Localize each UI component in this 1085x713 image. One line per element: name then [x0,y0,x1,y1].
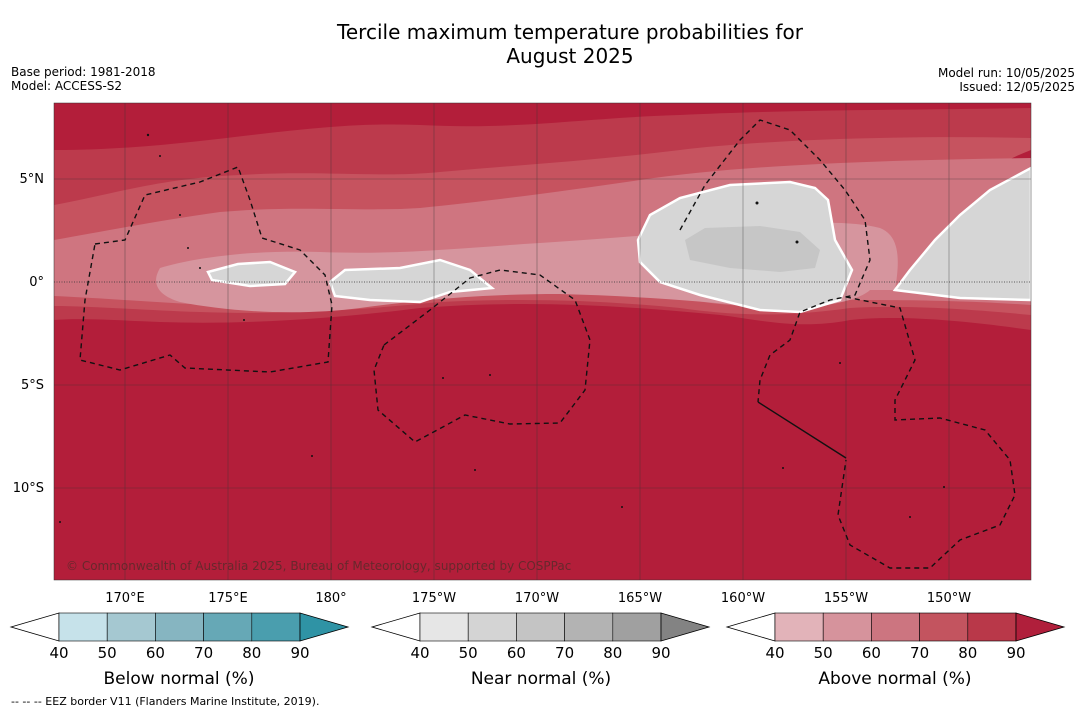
run-info: Model run: 10/05/2025 Issued: 12/05/2025 [938,66,1075,94]
colorbar-tick-label: 50 [459,644,478,662]
colorbar-cell [58,612,108,642]
colorbar-extension-high [660,612,711,642]
colorbar-extension-low [9,612,60,642]
colorbar-cell [106,612,156,642]
colorbar-cell [822,612,872,642]
colorbar-tick-label: 40 [765,644,784,662]
colorbar-cell [612,612,662,642]
eez-footnote: -- -- -- EEZ border V11 (Flanders Marine… [11,695,320,708]
lon-label: 175°W [412,591,456,606]
region-near-normal-3-core [685,226,820,272]
map-frame [53,102,1032,581]
colorbar-extension-high [299,612,350,642]
colorbar-title: Below normal (%) [104,669,255,689]
eez-border-segment [757,401,847,459]
colorbar-cell [516,612,565,642]
colorbar-tick-label: 70 [555,644,574,662]
colorbar-below-normal: 40 50 60 70 80 90 Below normal (%) [9,612,350,689]
model-run-text: Model run: 10/05/2025 [937,66,1075,80]
colorbar-above-normal: 40 50 60 70 80 90 Above normal (%) [725,612,1066,689]
lat-label: 10°S [13,481,44,496]
colorbar-cell [967,612,1017,642]
lon-label: 180° [315,591,346,606]
colorbar-extension-high [1015,612,1066,642]
colorbar-tick-label: 50 [814,644,833,662]
colorbar-extension-low [725,612,776,642]
colorbar-title: Near normal (%) [471,669,611,689]
colorbar-cells [725,612,1066,642]
colorbar-ticks: 40 50 60 70 80 90 [410,644,670,662]
latitude-labels: 5°N 0° 5°S 10°S [13,172,44,496]
region-near-normal-1 [206,260,298,288]
region-near-normal-2 [328,258,496,304]
lon-label: 170°W [515,591,559,606]
region-near-normal-4 [892,166,1031,302]
colorbar-cell [155,612,204,642]
title-line-2: August 2025 [506,44,634,68]
colorbar-cell [419,612,469,642]
colorbar-cell [467,612,517,642]
colorbar-tick-label: 60 [146,644,165,662]
colorbar-title: Above normal (%) [818,669,971,689]
colorbar-tick-label: 90 [651,644,670,662]
colorbar-ticks: 40 50 60 70 80 90 [49,644,309,662]
longitude-labels: 170°E 175°E 180° 175°W 170°W 165°W 160°W… [105,591,971,606]
map-title: Tercile maximum temperature probabilitie… [0,20,1085,68]
colorbar-tick-label: 70 [910,644,929,662]
title-line-1: Tercile maximum temperature probabilitie… [337,20,803,44]
colorbar-cell [203,612,253,642]
colorbar-tick-label: 50 [98,644,117,662]
lon-label: 165°W [618,591,662,606]
colorbar-cell [774,612,824,642]
lat-label: 5°S [21,378,44,393]
colorbar-near-normal: 40 50 60 70 80 90 Near normal (%) [370,612,711,689]
lon-label: 175°E [208,591,248,606]
colorbar-cell [871,612,920,642]
lon-label: 150°W [927,591,971,606]
colorbar-cell [564,612,614,642]
colorbar-tick-label: 60 [862,644,881,662]
colorbar-cells [9,612,350,642]
lon-label: 170°E [105,591,145,606]
eez-borders [79,119,1016,569]
island-markers [59,133,945,523]
map-gridlines [54,103,1031,580]
base-info: Base period: 1981-2018 Model: ACCESS-S2 [11,65,156,93]
lon-label: 160°W [721,591,765,606]
copyright-notice: © Commonwealth of Australia 2025, Bureau… [66,559,572,573]
issued-text: Issued: 12/05/2025 [959,80,1075,94]
colorbar-tick-label: 80 [958,644,977,662]
colorbar-tick-label: 90 [290,644,309,662]
probability-map [54,103,1031,580]
colorbar-tick-label: 90 [1006,644,1025,662]
colorbar-cell [919,612,969,642]
lon-label: 155°W [824,591,868,606]
colorbar-tick-label: 60 [507,644,526,662]
colorbar-tick-label: 40 [49,644,68,662]
colorbar-tick-label: 70 [194,644,213,662]
colorbar-extension-low [370,612,421,642]
base-period-text: Base period: 1981-2018 [11,65,156,79]
colorbar-tick-label: 40 [410,644,429,662]
model-text: Model: ACCESS-S2 [11,79,123,93]
colorbar-cells [370,612,711,642]
colorbar-cell [251,612,301,642]
colorbar-tick-label: 80 [242,644,261,662]
colorbar-ticks: 40 50 60 70 80 90 [765,644,1025,662]
lat-label: 5°N [20,172,45,187]
lat-label: 0° [29,275,44,290]
colorbar-tick-label: 80 [603,644,622,662]
